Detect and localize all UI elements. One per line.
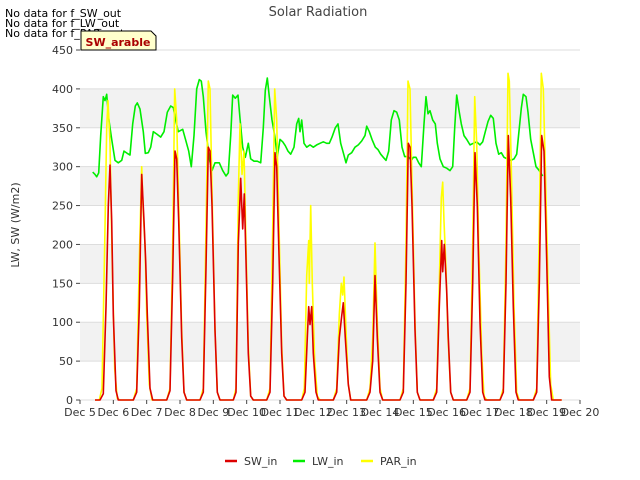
y-tick-label: 400 (52, 83, 73, 96)
background-bands (80, 88, 580, 362)
y-tick-label: 300 (52, 161, 73, 174)
y-axis-ticks: 0 50 100 150 200 250 300 350 400 450 (52, 44, 80, 407)
y-tick-label: 50 (59, 355, 73, 368)
legend-label: PAR_in (380, 455, 417, 468)
y-tick-label: 200 (52, 238, 73, 251)
no-data-message-sw-out: No data for f_SW_out (5, 7, 122, 20)
series-layer (92, 72, 562, 401)
x-tick-label: Dec 15 (394, 406, 433, 419)
legend-label: LW_in (312, 455, 344, 468)
x-tick-label: Dec 6 (97, 406, 129, 419)
x-tick-label: Dec 13 (327, 406, 366, 419)
x-tick-label: Dec 18 (494, 406, 533, 419)
series-line-sw-in (95, 134, 562, 401)
y-tick-label: 450 (52, 44, 73, 57)
y-tick-label: 150 (52, 277, 73, 290)
x-tick-label: Dec 12 (294, 406, 333, 419)
y-tick-label: 250 (52, 200, 73, 213)
x-tick-label: Dec 17 (461, 406, 500, 419)
x-tick-label: Dec 10 (227, 406, 266, 419)
x-tick-label: Dec 14 (361, 406, 400, 419)
background-band (80, 244, 580, 284)
background-band (80, 322, 580, 362)
chart-title: Solar Radiation (269, 5, 368, 20)
x-tick-label: Dec 19 (527, 406, 566, 419)
y-tick-label: 0 (66, 394, 73, 407)
legend: SW_in LW_in PAR_in (225, 455, 417, 468)
x-tick-label: Dec 8 (164, 406, 196, 419)
legend-label: SW_in (244, 455, 277, 468)
y-tick-label: 350 (52, 122, 73, 135)
no-data-message-lw-out: No data for f_LW_out (5, 17, 120, 30)
x-tick-label: Dec 7 (131, 406, 163, 419)
x-tick-label: Dec 16 (427, 406, 466, 419)
x-tick-label: Dec 20 (561, 406, 600, 419)
background-band (80, 166, 580, 206)
annotation-box: SW_arable (80, 30, 157, 51)
x-tick-label: Dec 11 (261, 406, 300, 419)
annotation-text: SW_arable (86, 36, 151, 49)
background-band (80, 88, 580, 128)
y-axis-label: LW, SW (W/m2) (9, 182, 22, 267)
x-tick-label: Dec 9 (197, 406, 229, 419)
y-tick-label: 100 (52, 316, 73, 329)
x-tick-label: Dec 5 (64, 406, 96, 419)
series-line-lw-in (92, 77, 544, 178)
